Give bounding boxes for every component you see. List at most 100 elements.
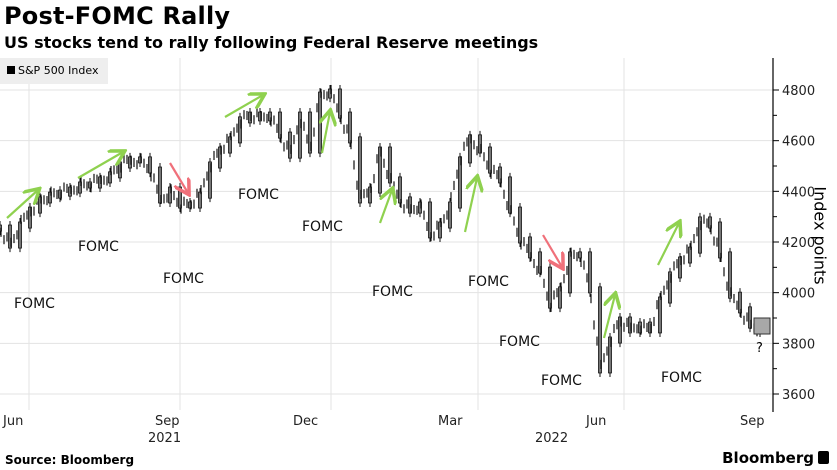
price-bar <box>48 191 52 204</box>
price-bar <box>488 146 492 174</box>
price-bar <box>168 186 172 204</box>
price-bar <box>468 134 472 164</box>
price-bar <box>278 111 282 139</box>
price-bar <box>548 266 552 309</box>
chart-title: Post-FOMC Rally <box>4 2 231 30</box>
price-bar <box>538 251 542 274</box>
price-bar <box>528 236 532 259</box>
price-bar <box>338 88 342 119</box>
bloomberg-logo-icon <box>818 451 829 464</box>
price-bar <box>398 176 402 204</box>
price-bar <box>608 336 612 374</box>
price-bar <box>158 166 162 204</box>
fomc-label: FOMC <box>238 187 279 203</box>
price-bar <box>208 161 212 199</box>
price-bar <box>568 251 572 294</box>
legend-label: S&P 500 Index <box>18 64 99 77</box>
fomc-label: FOMC <box>468 274 509 290</box>
source-note: Source: Bloomberg <box>5 453 135 467</box>
price-bar <box>728 251 732 299</box>
price-bar <box>108 171 112 184</box>
fomc-label: FOMC <box>78 239 119 255</box>
price-bar <box>318 91 322 154</box>
price-bar <box>718 221 722 259</box>
price-bar <box>458 156 462 209</box>
y-tick-label: 3600 <box>782 388 815 403</box>
chart-subtitle: US stocks tend to rally following Federa… <box>4 33 539 52</box>
legend-swatch <box>7 66 15 74</box>
price-bar <box>348 111 352 144</box>
price-bar <box>708 216 712 229</box>
fomc-label: FOMC <box>14 296 55 312</box>
price-bar <box>228 136 232 154</box>
fomc-label: FOMC <box>302 219 343 235</box>
price-bar <box>588 251 592 294</box>
y-tick-label: 4000 <box>782 287 815 302</box>
y-tick-label: 4400 <box>782 185 815 200</box>
y-tick-label: 4200 <box>782 236 815 251</box>
price-bar <box>78 181 82 194</box>
fomc-label: FOMC <box>499 334 540 350</box>
price-bar <box>448 201 452 229</box>
year-label: 2022 <box>535 431 569 446</box>
price-bar <box>28 206 32 229</box>
fomc-label: FOMC <box>163 271 204 287</box>
green-up-arrow-icon <box>224 95 263 118</box>
green-up-arrow-icon <box>657 223 679 266</box>
price-bar <box>18 221 22 249</box>
price-bar <box>578 251 582 259</box>
y-tick-label: 4600 <box>782 135 815 150</box>
question-mark: ? <box>756 341 763 356</box>
green-up-arrow-icon <box>6 190 38 219</box>
price-bar <box>738 291 742 314</box>
x-tick-label: Dec <box>293 414 319 429</box>
x-tick-label: Mar <box>438 414 463 429</box>
green-up-arrow-icon <box>77 152 123 179</box>
price-bar <box>218 146 222 169</box>
price-bar <box>508 176 512 214</box>
red-down-arrow-icon <box>169 162 188 193</box>
price-bar <box>8 224 12 249</box>
price-bar <box>558 286 562 309</box>
y-axis-label: Index points <box>810 186 830 285</box>
legend: S&P 500 Index <box>0 58 108 84</box>
x-tick-label: Jun <box>586 414 607 429</box>
price-bar <box>308 111 312 154</box>
x-tick-label: Jun <box>3 414 24 429</box>
fomc-label: FOMC <box>372 284 413 300</box>
red-down-arrow-icon <box>542 234 562 267</box>
green-up-arrow-icon <box>602 295 615 339</box>
green-up-arrow-icon <box>378 190 392 224</box>
price-bar <box>428 201 432 239</box>
price-bar <box>748 306 752 329</box>
price-bar <box>238 116 242 144</box>
price-bar <box>668 271 672 304</box>
price-bar <box>688 246 692 264</box>
x-tick-label: Sep <box>740 414 765 429</box>
price-bar <box>678 256 682 279</box>
price-bar <box>358 136 362 204</box>
price-bar <box>598 286 602 374</box>
price-bar <box>388 146 392 184</box>
y-tick-label: 4800 <box>782 84 815 99</box>
year-label: 2021 <box>148 431 182 446</box>
y-tick-label: 3800 <box>782 337 815 352</box>
green-up-arrow-icon <box>463 178 477 233</box>
price-bar <box>658 296 662 334</box>
price-bar <box>368 186 372 204</box>
brand-name: Bloomberg <box>722 449 814 467</box>
brand-logo: Bloomberg <box>722 449 829 467</box>
fomc-label: FOMC <box>541 373 582 389</box>
price-bar <box>438 221 442 239</box>
projection-box <box>753 317 771 335</box>
price-bar <box>148 156 152 174</box>
price-bar <box>198 191 202 209</box>
price-bar <box>518 206 522 244</box>
price-bar <box>298 111 302 159</box>
price-bar <box>618 316 622 344</box>
x-tick-label: Sep <box>155 414 180 429</box>
price-bar <box>498 166 502 184</box>
price-bar <box>698 216 702 254</box>
fomc-label: FOMC <box>661 370 702 386</box>
